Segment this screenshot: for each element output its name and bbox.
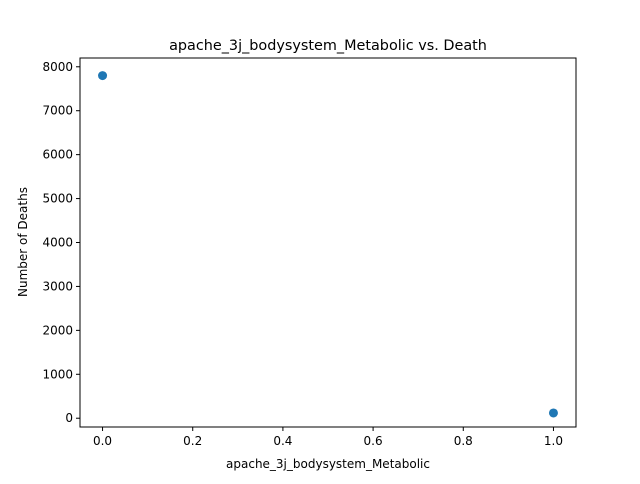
chart-title: apache_3j_bodysystem_Metabolic vs. Death [169, 38, 487, 54]
y-tick-label: 4000 [42, 236, 73, 250]
plot-frame [79, 57, 577, 428]
y-tick-label: 3000 [42, 279, 73, 293]
y-tick-label: 2000 [42, 323, 73, 337]
y-axis-label: Number of Deaths [16, 187, 30, 297]
y-tick-label: 0 [65, 411, 73, 425]
x-tick-label: 0.4 [273, 434, 292, 448]
data-points [98, 71, 558, 418]
y-tick-label: 1000 [42, 367, 73, 381]
x-tick-label: 1.0 [544, 434, 563, 448]
x-tick-label: 0.2 [183, 434, 202, 448]
x-axis-label: apache_3j_bodysystem_Metabolic [226, 457, 430, 471]
plot-area [80, 58, 576, 427]
x-tick-label: 0.6 [364, 434, 383, 448]
x-tick-label: 0.0 [93, 434, 112, 448]
data-point [548, 408, 558, 418]
y-tick-label: 8000 [42, 60, 73, 74]
y-tick-label: 6000 [42, 148, 73, 162]
x-axis-ticks: 0.0 0.2 0.4 0.6 0.8 1.0 [93, 427, 563, 448]
y-tick-label: 5000 [42, 192, 73, 206]
y-axis-ticks: 0 1000 2000 3000 4000 5000 6000 7000 8000 [42, 60, 80, 425]
y-tick-label: 7000 [42, 104, 73, 118]
x-tick-label: 0.8 [454, 434, 473, 448]
data-point [98, 71, 108, 81]
